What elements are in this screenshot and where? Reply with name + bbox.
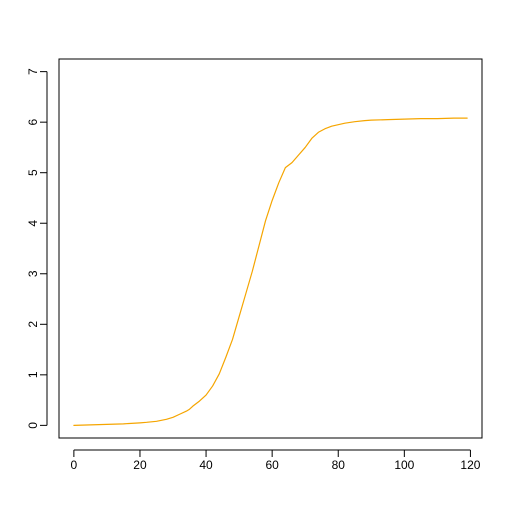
y-tick-label: 7 bbox=[26, 68, 40, 75]
x-tick-label: 80 bbox=[332, 458, 346, 472]
y-tick-label: 4 bbox=[26, 220, 40, 227]
y-axis: 0 1 2 3 4 5 6 7 bbox=[26, 68, 48, 429]
x-tick-label: 60 bbox=[265, 458, 279, 472]
x-tick-label: 0 bbox=[71, 458, 78, 472]
x-tick-label: 20 bbox=[133, 458, 147, 472]
plot-frame bbox=[58, 58, 483, 439]
y-tick-label: 1 bbox=[26, 371, 40, 378]
x-tick-label: 120 bbox=[460, 458, 480, 472]
y-tick-label: 6 bbox=[26, 119, 40, 126]
x-axis: 0 20 40 60 80 100 120 bbox=[71, 449, 481, 472]
y-tick-label: 2 bbox=[26, 321, 40, 328]
x-tick-label: 100 bbox=[394, 458, 414, 472]
y-tick-label: 5 bbox=[26, 169, 40, 176]
x-tick-label: 40 bbox=[199, 458, 213, 472]
y-tick-label: 3 bbox=[26, 270, 40, 277]
y-tick-label: 0 bbox=[26, 422, 40, 429]
series-group bbox=[73, 117, 468, 426]
series-line-0 bbox=[73, 117, 468, 426]
